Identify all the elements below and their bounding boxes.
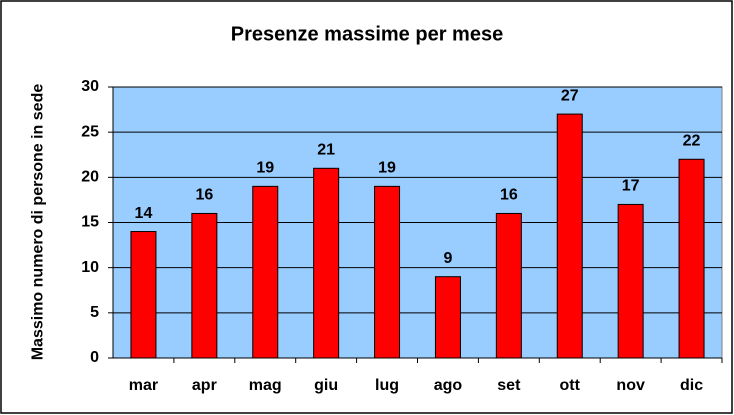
data-label: 17 bbox=[622, 178, 640, 195]
x-tick-label: apr bbox=[192, 377, 217, 394]
bar bbox=[374, 185, 401, 359]
data-label: 14 bbox=[135, 205, 153, 222]
data-label: 27 bbox=[561, 87, 579, 104]
data-label: 19 bbox=[378, 160, 396, 177]
y-tick-label: 0 bbox=[90, 349, 99, 366]
chart-title: Presenze massime per mese bbox=[231, 23, 503, 45]
bar bbox=[191, 212, 218, 359]
y-tick-label: 20 bbox=[81, 169, 99, 186]
x-tick-label: mag bbox=[249, 377, 282, 394]
y-tick-label: 15 bbox=[81, 214, 99, 231]
y-axis-label: Massimo numero di persone in sede bbox=[29, 83, 47, 361]
data-label: 21 bbox=[317, 142, 335, 159]
y-tick-label: 10 bbox=[81, 259, 99, 276]
data-label: 9 bbox=[443, 250, 452, 267]
x-tick-label: dic bbox=[680, 377, 703, 394]
data-label: 16 bbox=[195, 187, 213, 204]
bar bbox=[495, 212, 522, 359]
bar bbox=[678, 158, 705, 359]
data-label: 19 bbox=[256, 160, 274, 177]
x-tick-label: lug bbox=[375, 377, 399, 394]
bar bbox=[252, 185, 279, 359]
y-tick-label: 25 bbox=[81, 123, 99, 140]
x-tick-label: mar bbox=[129, 377, 158, 394]
bar bbox=[130, 231, 157, 359]
bar bbox=[617, 203, 644, 359]
y-tick-label: 30 bbox=[81, 78, 99, 95]
x-tick-label: nov bbox=[616, 377, 645, 394]
data-label: 16 bbox=[500, 187, 518, 204]
bar bbox=[313, 167, 340, 359]
x-tick-label: set bbox=[497, 377, 521, 394]
x-tick-label: ago bbox=[434, 377, 463, 394]
bar bbox=[556, 113, 583, 359]
data-label: 22 bbox=[683, 132, 701, 149]
x-tick-label: ott bbox=[560, 377, 581, 394]
y-tick-label: 5 bbox=[90, 304, 99, 321]
x-tick-label: giu bbox=[314, 377, 338, 394]
bar bbox=[434, 276, 461, 359]
